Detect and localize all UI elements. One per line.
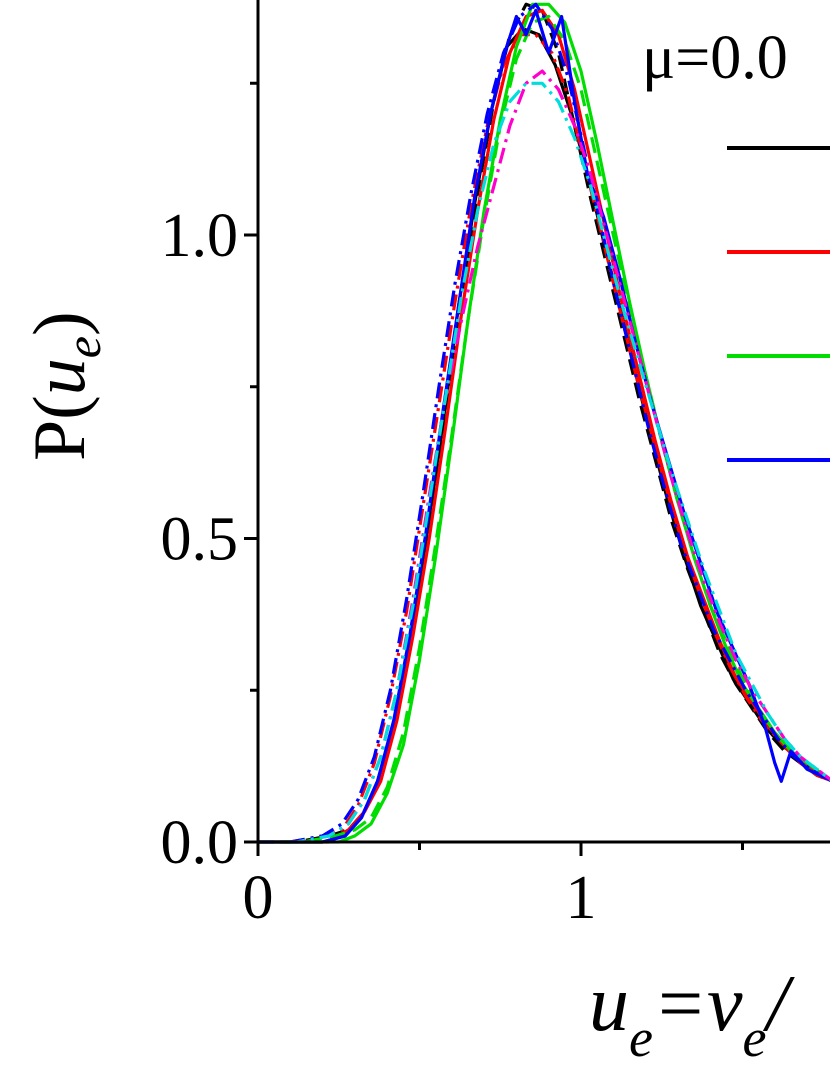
series-line-6 (258, 14, 830, 844)
series-line-3 (258, 8, 830, 844)
series-line-9 (258, 69, 830, 844)
series-line-8 (258, 2, 830, 844)
x-tick-label-1: 1 (566, 864, 597, 932)
series-line-7 (258, 8, 830, 844)
series-layer (258, 2, 830, 844)
series-line-10 (258, 81, 830, 844)
axis-labels: P(ue) ue=ve/ (19, 311, 795, 1068)
y-tick-label-0: 0.0 (161, 809, 239, 877)
x-tick-label-0: 0 (243, 864, 274, 932)
series-line-5 (258, 2, 830, 844)
legend-title: μ=0.0 (642, 24, 788, 92)
series-line-1 (258, 27, 830, 844)
y-tick-label-2: 1.0 (161, 202, 239, 270)
series-line-2 (258, 2, 830, 844)
y-axis-label: P(ue) (19, 311, 111, 461)
y-tick-label-1: 0.5 (161, 506, 239, 574)
legend: μ=0.0 (642, 24, 830, 462)
x-axis-label: ue=ve/ (589, 960, 795, 1068)
axes-layer: 0.0 0.5 1.0 0 1 (161, 0, 830, 932)
series-line-4 (258, 33, 830, 844)
